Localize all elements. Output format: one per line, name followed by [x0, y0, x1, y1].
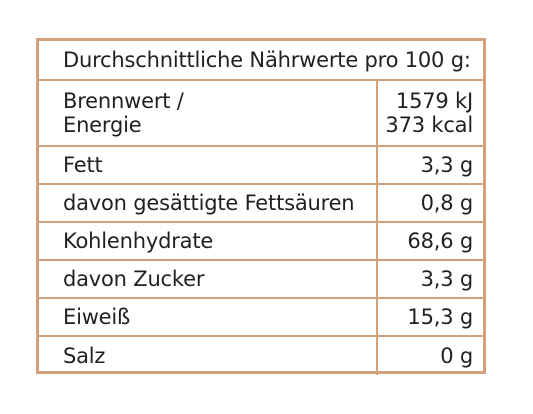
table-row: Eiweiß 15,3 g [39, 299, 483, 337]
row-label: Kohlenhydrate [39, 223, 378, 259]
table-row: davon gesättigte Fettsäuren 0,8 g [39, 185, 483, 223]
row-value: 3,3 g [420, 267, 474, 291]
row-label: davon gesättigte Fettsäuren [39, 185, 378, 221]
row-value: 68,6 g [407, 229, 473, 253]
row-label: davon Zucker [39, 261, 378, 297]
row-value: 0 g [440, 344, 473, 368]
row-value: 0,8 g [420, 191, 474, 215]
energy-label-line2: Energie [63, 113, 142, 137]
energy-value-kcal: 373 kcal [385, 113, 473, 137]
row-value: 15,3 g [407, 305, 473, 329]
table-row: Kohlenhydrate 68,6 g [39, 223, 483, 261]
energy-label-line1: Brennwert / [63, 89, 184, 113]
row-label: Fett [39, 147, 378, 183]
energy-value-kj: 1579 kJ [395, 89, 473, 113]
table-row: davon Zucker 3,3 g [39, 261, 483, 299]
table-header-text: Durchschnittliche Nährwerte pro 100 g: [63, 48, 471, 72]
energy-value: 1579 kJ 373 kcal [378, 81, 483, 145]
energy-label: Brennwert / Energie [39, 81, 378, 145]
row-value: 3,3 g [420, 153, 474, 177]
row-label: Salz [39, 337, 378, 375]
table-row: Salz 0 g [39, 337, 483, 375]
table-header: Durchschnittliche Nährwerte pro 100 g: [39, 41, 483, 81]
table-row-energy: Brennwert / Energie 1579 kJ 373 kcal [39, 81, 483, 147]
table-row: Fett 3,3 g [39, 147, 483, 185]
row-label: Eiweiß [39, 299, 378, 335]
nutrition-table: Durchschnittliche Nährwerte pro 100 g: B… [36, 38, 486, 375]
